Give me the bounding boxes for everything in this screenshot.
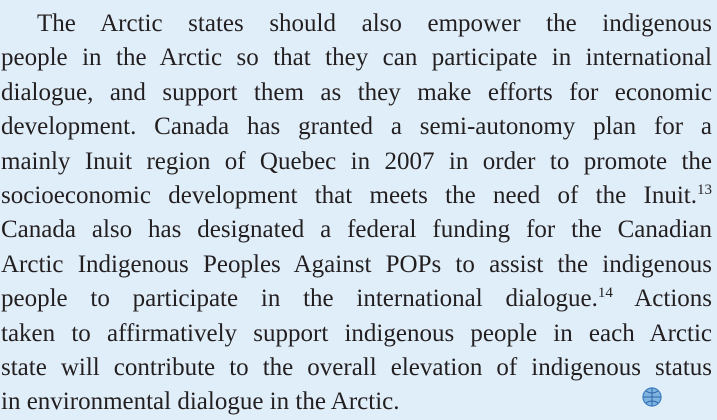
text: The Arctic states should also empower th…	[37, 10, 712, 37]
text: mainly Inuit region of Quebec in 2007 in…	[1, 147, 712, 175]
text-line: in environmental dialogue in the Arctic.	[1, 385, 712, 419]
text: people in the Arctic so that they can pa…	[1, 44, 712, 72]
text-line: The Arctic states should also empower th…	[1, 7, 712, 41]
text-line: Canada also has designated a federal fun…	[1, 213, 712, 247]
text-line: taken to affirmatively support indigenou…	[1, 317, 712, 351]
text: development. Canada has granted a semi-a…	[1, 113, 712, 141]
text: Arctic Indigenous Peoples Against POPs t…	[1, 250, 712, 278]
text-line: people in the Arctic so that they can pa…	[1, 41, 712, 75]
paragraph: The Arctic states should also empower th…	[1, 7, 712, 420]
text: state will contribute to the overall ele…	[1, 353, 712, 381]
text-line: development. Canada has granted a semi-a…	[1, 110, 712, 144]
footnote-ref: 13	[697, 181, 712, 198]
text-line: socioeconomic development that meets the…	[1, 179, 712, 213]
text: Canada also has designated a federal fun…	[1, 216, 712, 244]
text-line: mainly Inuit region of Quebec in 2007 in…	[1, 145, 712, 179]
text-line: dialogue, and support them as they make …	[1, 76, 712, 110]
text: taken to affirmatively support indigenou…	[1, 319, 712, 347]
text: socioeconomic development that meets the…	[1, 181, 697, 209]
text: dialogue, and support them as they make …	[1, 78, 712, 106]
text: in environmental dialogue in the Arctic.	[1, 388, 400, 416]
globe-icon	[642, 387, 662, 407]
text-line: people to participate in the internation…	[1, 282, 712, 316]
text: people to participate in the internation…	[1, 285, 598, 313]
text-line: state will contribute to the overall ele…	[1, 351, 712, 385]
footnote-ref: 14	[597, 285, 613, 302]
text: Actions	[634, 285, 712, 313]
text-line: Arctic Indigenous Peoples Against POPs t…	[1, 248, 712, 282]
